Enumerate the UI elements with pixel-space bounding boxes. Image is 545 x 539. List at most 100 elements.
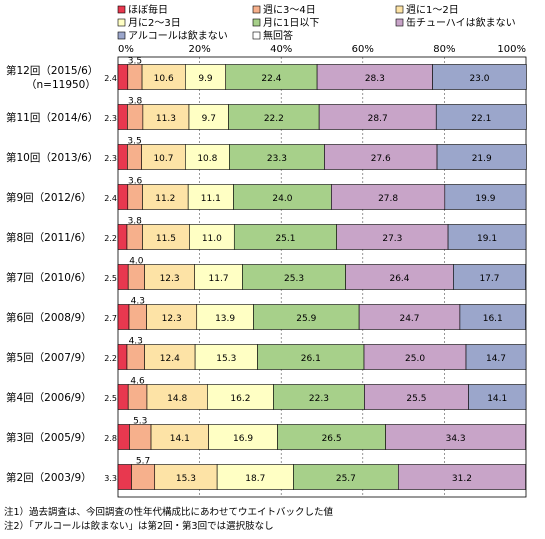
data-label: 25.3 [284, 274, 304, 284]
data-label: 24.0 [272, 194, 292, 204]
x-tick-label: 0% [118, 44, 134, 55]
bar-segment [127, 384, 148, 410]
bar-segment [142, 184, 189, 210]
bar-segment [188, 104, 229, 130]
data-label: 25.9 [296, 314, 316, 324]
data-label: 26.1 [301, 354, 321, 364]
data-label: 27.3 [382, 234, 402, 244]
bar-segment [436, 144, 527, 170]
x-tick-label: 80% [433, 44, 455, 55]
data-label: 2.2 [104, 354, 117, 363]
data-label: 3.8 [128, 217, 143, 227]
bar-segment [324, 144, 438, 170]
bar-segment [117, 464, 132, 490]
data-label: 2.5 [104, 274, 117, 283]
x-tick-label: 40% [270, 44, 292, 55]
legend-swatch [252, 18, 261, 27]
data-label: 14.7 [486, 354, 506, 364]
bar-segment [144, 344, 196, 370]
category-label: 第6回（2008/9） [6, 311, 92, 324]
data-label: 28.7 [368, 114, 388, 124]
x-tick-label: 60% [352, 44, 374, 55]
bar-segment [293, 464, 399, 490]
legend-label: 月に2～3日 [128, 17, 181, 29]
bar-segment [459, 304, 526, 330]
bar-segment [127, 104, 144, 130]
data-label: 19.1 [477, 234, 497, 244]
data-label: 11.1 [201, 194, 221, 204]
data-labels: 2.4 3.5 10.6 9.9 22.4 28.3 23.0 2.3 3.8 11.3 9.7 22… [104, 57, 507, 485]
bar-segment [468, 384, 527, 410]
data-label: 34.3 [446, 434, 466, 444]
legend-label: 缶チューハイは飲まない [406, 16, 516, 29]
data-label: 3.5 [128, 57, 142, 67]
data-label: 15.3 [176, 474, 196, 484]
category-label: 第10回（2013/6） [6, 151, 98, 164]
footnote-2: 注2）「アルコールは飲まない」は第2回・第3回では選択肢なし [4, 521, 274, 532]
data-label: 13.9 [215, 314, 235, 324]
category-label: 第8回（2011/6） [6, 231, 92, 244]
bar-segment [277, 424, 386, 450]
category-label: 第3回（2005/9） [6, 431, 92, 444]
data-label: 18.7 [245, 474, 265, 484]
bar-segment [117, 424, 130, 450]
bar-segment [233, 184, 332, 210]
bar-segment [150, 424, 209, 450]
data-label: 27.6 [371, 154, 391, 164]
data-label: 16.2 [230, 394, 250, 404]
bar-segment [194, 344, 258, 370]
bar-segment [117, 104, 128, 130]
data-label: 19.9 [475, 194, 495, 204]
data-label: 4.3 [131, 297, 145, 307]
data-label: 3.3 [104, 474, 117, 483]
data-label: 11.5 [156, 234, 176, 244]
bar-segment [358, 304, 461, 330]
bar-segment [126, 344, 145, 370]
data-label: 22.2 [264, 114, 284, 124]
bar-segment [216, 464, 294, 490]
bar-segment [397, 464, 526, 490]
bar-segment [142, 104, 190, 130]
bar-segment [127, 184, 143, 210]
data-label: 26.4 [389, 274, 409, 284]
legend-swatch [395, 18, 404, 27]
data-label: 2.3 [104, 154, 117, 163]
legend-label: アルコールは飲まない [128, 29, 228, 42]
bar-segment [144, 264, 196, 290]
legend-label: ほぼ毎日 [128, 3, 168, 16]
bar-segment [127, 144, 142, 170]
bar-segment [146, 384, 208, 410]
legend-swatch [395, 5, 404, 14]
legend-swatch [252, 5, 261, 14]
bar-segment [141, 64, 186, 90]
data-label: 26.5 [322, 434, 342, 444]
footnotes: 注1）過去調査は、今回調査の性年代構成比にあわせてウエイトバックした値 注2）「… [4, 506, 333, 534]
bar-segment [229, 144, 325, 170]
data-label: 12.3 [160, 274, 180, 284]
data-label: 16.9 [233, 434, 253, 444]
data-label: 2.8 [104, 434, 117, 443]
bar-segment [453, 264, 526, 290]
bar-segment [447, 224, 527, 250]
bar-segment [117, 184, 129, 210]
data-label: 5.3 [133, 417, 147, 427]
data-label: 12.3 [162, 314, 182, 324]
legend-swatch [117, 18, 126, 27]
bar-segment [385, 424, 526, 450]
data-label: 11.3 [156, 114, 176, 124]
data-label: 4.3 [129, 337, 143, 347]
data-label: 4.0 [129, 257, 144, 267]
bar-segment [364, 384, 469, 410]
bar-segment [117, 344, 128, 370]
bar-segment [331, 184, 446, 210]
bar-segment [316, 64, 433, 90]
data-label: 23.0 [469, 74, 489, 84]
data-label: 2.4 [104, 74, 117, 83]
category-label: 第12回（2015/6） [6, 64, 98, 77]
bar-segment [228, 104, 320, 130]
bar-segment [363, 344, 467, 370]
data-label: 28.3 [365, 74, 385, 84]
legend-label: 週に3～4日 [263, 4, 316, 16]
